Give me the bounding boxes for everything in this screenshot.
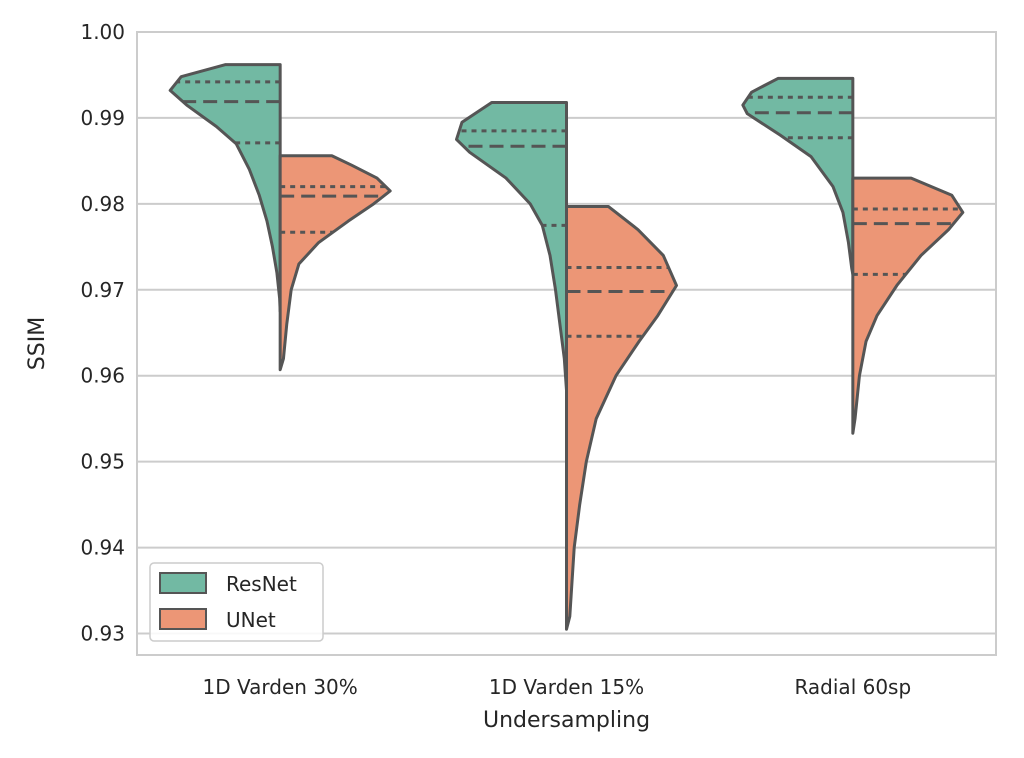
violin-resnet-1d-varden-30: [168, 63, 282, 313]
y-tick-label: 0.96: [80, 364, 125, 388]
violin-unet-1d-varden-15: [565, 204, 678, 631]
violin-unet-radial-60sp: [851, 176, 965, 435]
x-tick-labels: 1D Varden 30% 1D Varden 15% Radial 60sp: [203, 675, 912, 699]
y-axis-title: SSIM: [25, 317, 50, 370]
y-tick-label: 0.93: [80, 622, 125, 646]
y-tick-label: 1.00: [80, 20, 125, 44]
violin-body: [455, 100, 568, 392]
violin-body: [741, 76, 855, 276]
x-tick-label-1d-varden-30: 1D Varden 30%: [203, 675, 358, 699]
legend-label-unet: UNet: [226, 608, 276, 632]
y-tick-label: 0.95: [80, 450, 125, 474]
legend-swatch-resnet: [159, 572, 207, 594]
x-tick-label-1d-varden-15: 1D Varden 15%: [489, 675, 644, 699]
plot-frame: [136, 31, 997, 656]
x-axis-title: Undersampling: [483, 708, 650, 733]
violins-layer: [168, 63, 965, 631]
legend-label-resnet: ResNet: [226, 572, 297, 596]
violin-resnet-radial-60sp: [741, 76, 855, 276]
x-tick-label-radial-60sp: Radial 60sp: [794, 675, 911, 699]
legend: ResNet UNet: [149, 562, 324, 642]
y-tick-label: 0.98: [80, 192, 125, 216]
y-tick-label: 0.99: [80, 106, 125, 130]
violin-body: [278, 154, 392, 372]
violin-body: [565, 204, 678, 631]
legend-swatch-unet: [159, 608, 207, 630]
violin-resnet-1d-varden-15: [455, 100, 568, 392]
y-tick-label: 0.94: [80, 536, 125, 560]
violin-unet-1d-varden-30: [278, 154, 392, 372]
y-tick-label: 0.97: [80, 278, 125, 302]
violin-body: [851, 176, 965, 435]
y-tick-labels: 0.93 0.94 0.95 0.96 0.97 0.98 0.99 1.00: [80, 20, 125, 646]
